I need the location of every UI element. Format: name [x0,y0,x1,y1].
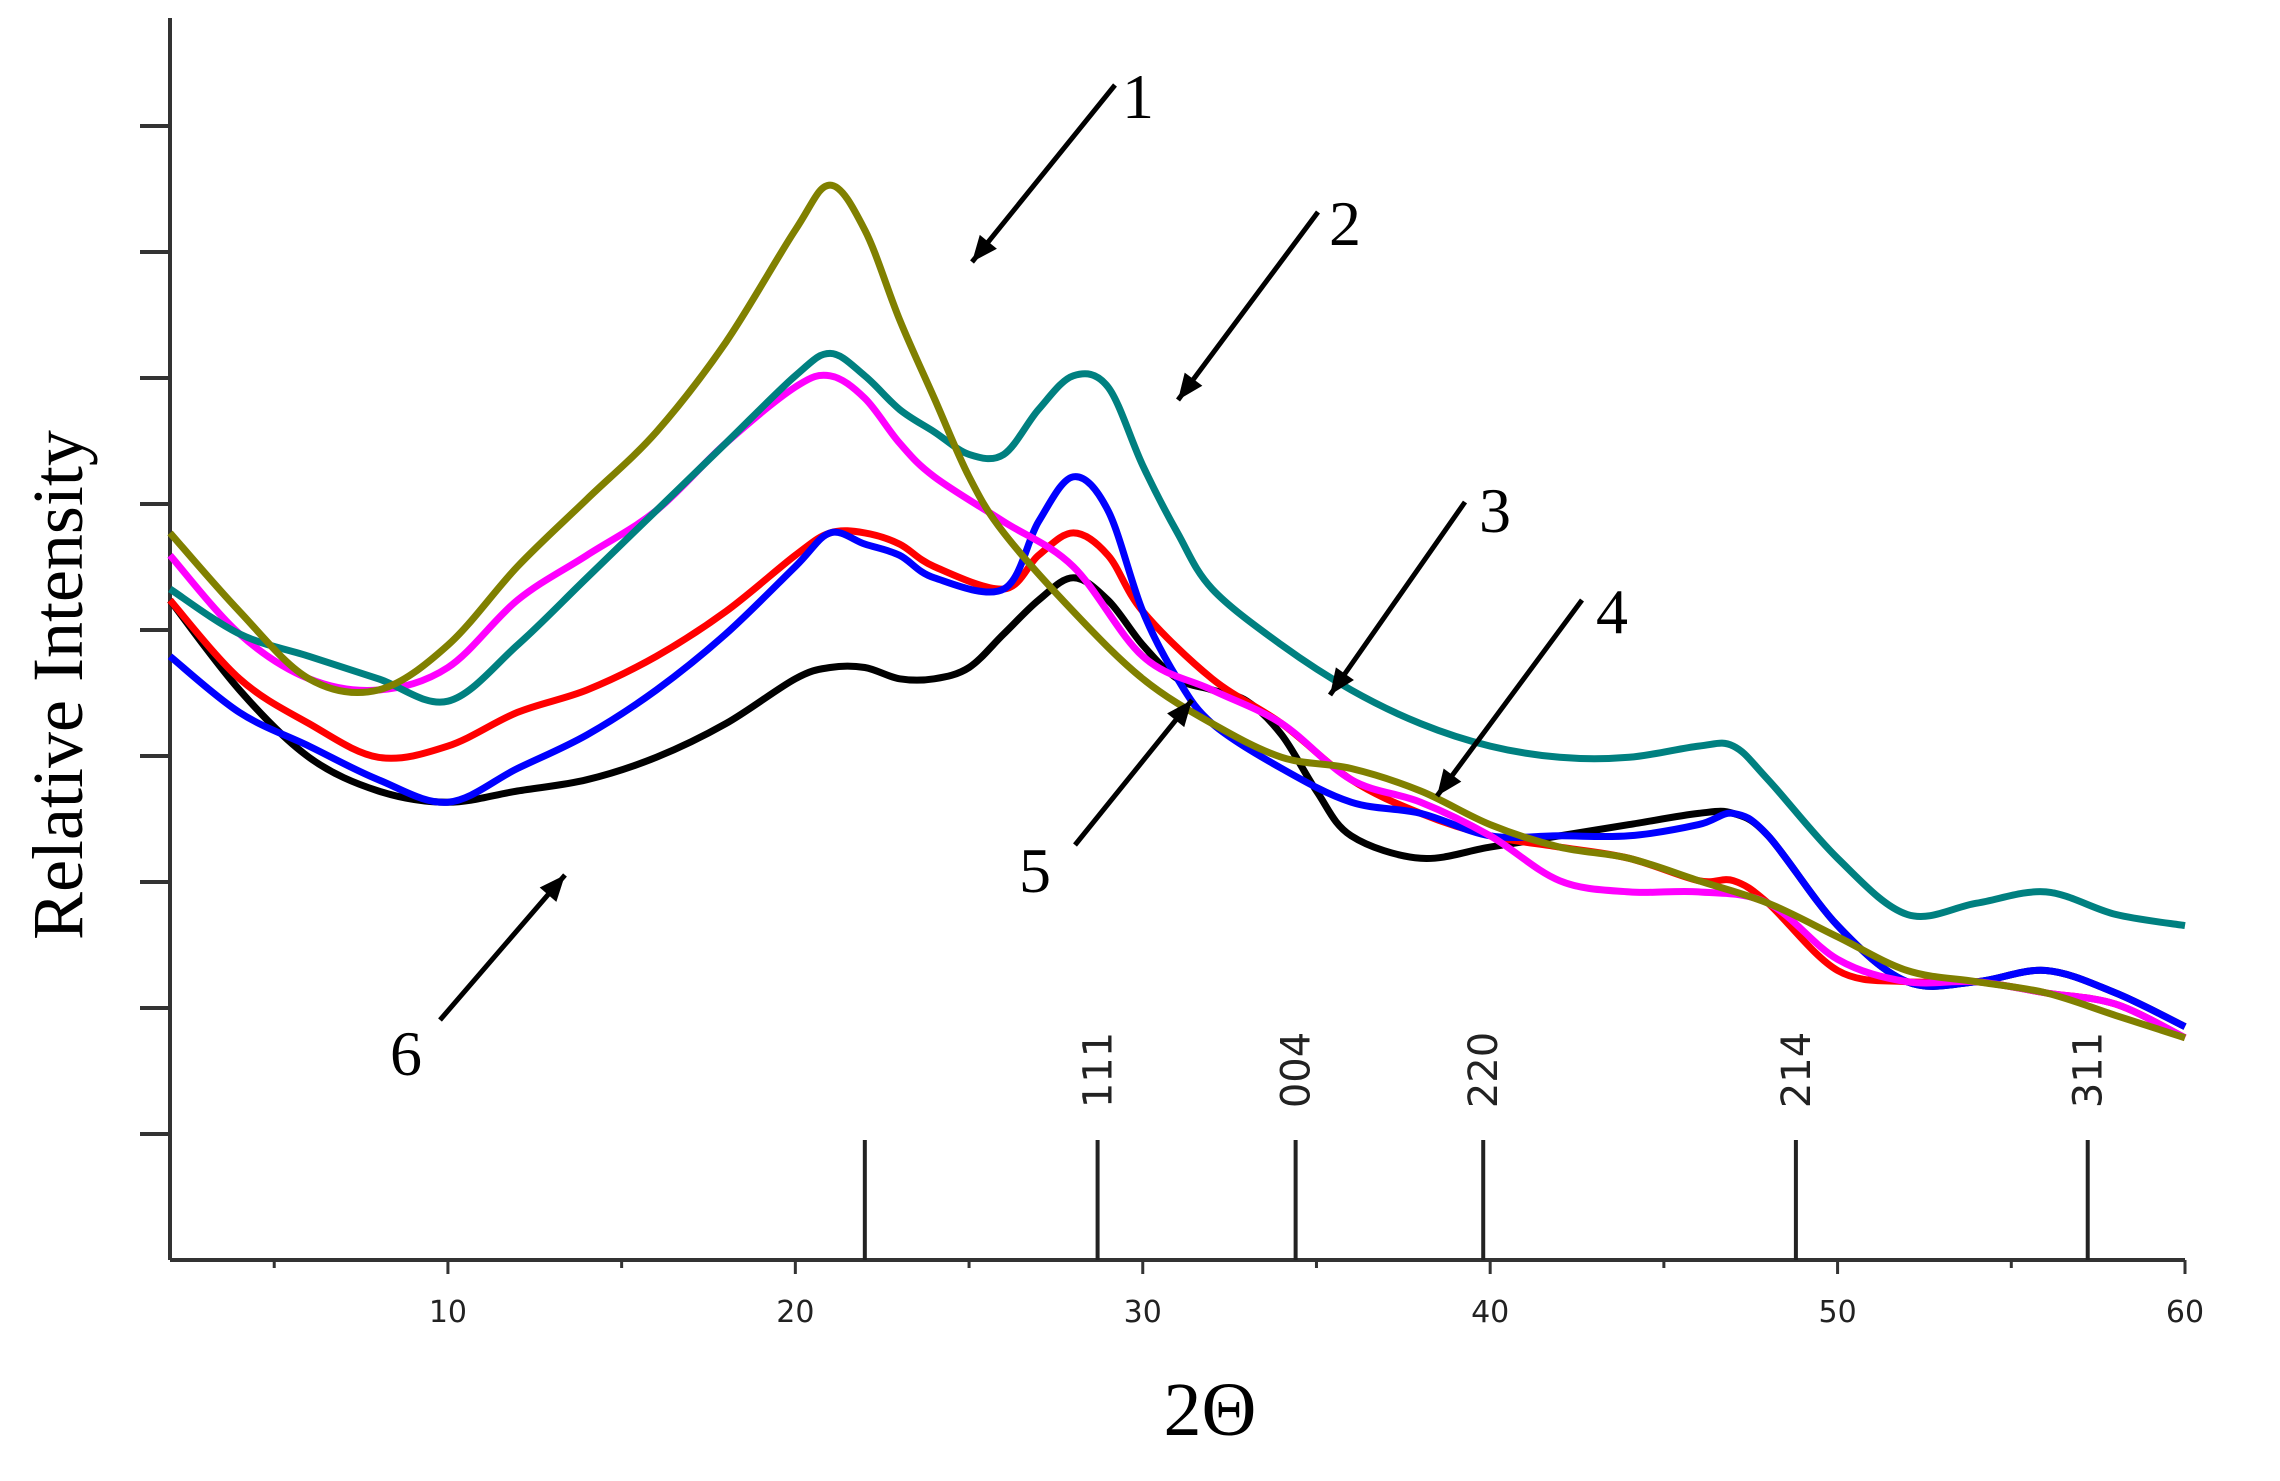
callout-label: 2 [1329,188,1361,259]
axes: 10 20 30 40 50 60 [140,18,2204,1330]
callout-arrow-line [1175,210,1321,402]
reflection-label: 311 [2066,1032,2112,1108]
series-line-1 [167,181,2187,1042]
x-tick-label: 30 [1124,1295,1162,1330]
callout-6: 6 [390,873,567,1089]
callout-label: 3 [1479,475,1511,546]
callout-4: 4 [1434,576,1628,798]
reflection-label: 004 [1274,1032,1320,1108]
callout-arrow-head [972,234,997,262]
callout-arrow-line [438,873,567,1022]
x-tick-label: 40 [1471,1295,1509,1330]
callout-label: 6 [390,1018,422,1089]
callout-arrow-head [1178,372,1203,400]
reflection-label: 111 [1076,1032,1122,1108]
callout-arrow-head [1330,667,1354,695]
x-tick-label: 60 [2166,1295,2204,1330]
callout-label: 5 [1019,835,1051,906]
callout-arrow-line [1327,500,1468,697]
reflection-markers: 111 004 220 214 311 [862,1032,2112,1260]
series-line-2 [168,349,2186,930]
x-tick-label: 20 [776,1295,814,1330]
callout-arrow-head [539,875,565,902]
series-callouts: 1 2 3 4 5 6 [390,61,1628,1089]
callout-arrow-line [1434,598,1585,798]
x-axis-title: 2Θ [1164,1368,1257,1452]
callout-arrow-head [1167,700,1192,728]
y-axis-title: Relative Intensity [18,430,98,940]
reflection-label: 214 [1774,1032,1820,1108]
callout-5: 5 [1019,698,1194,906]
callout-1: 1 [970,61,1154,264]
x-tick-label: 10 [429,1295,467,1330]
series-lines [167,181,2187,1042]
callout-arrow-line [1073,698,1194,847]
callout-2: 2 [1175,188,1361,402]
series-line-3 [167,371,2187,1041]
callout-arrow-head [1437,768,1462,796]
reflection-label: 220 [1461,1032,1507,1108]
callout-arrow-line [970,83,1117,264]
series-line-4 [167,527,2187,1041]
callout-label: 1 [1122,61,1154,132]
series-line-5 [167,473,2187,1030]
callout-3: 3 [1327,475,1511,697]
x-tick-label: 50 [1818,1295,1856,1330]
callout-label: 4 [1596,576,1628,647]
